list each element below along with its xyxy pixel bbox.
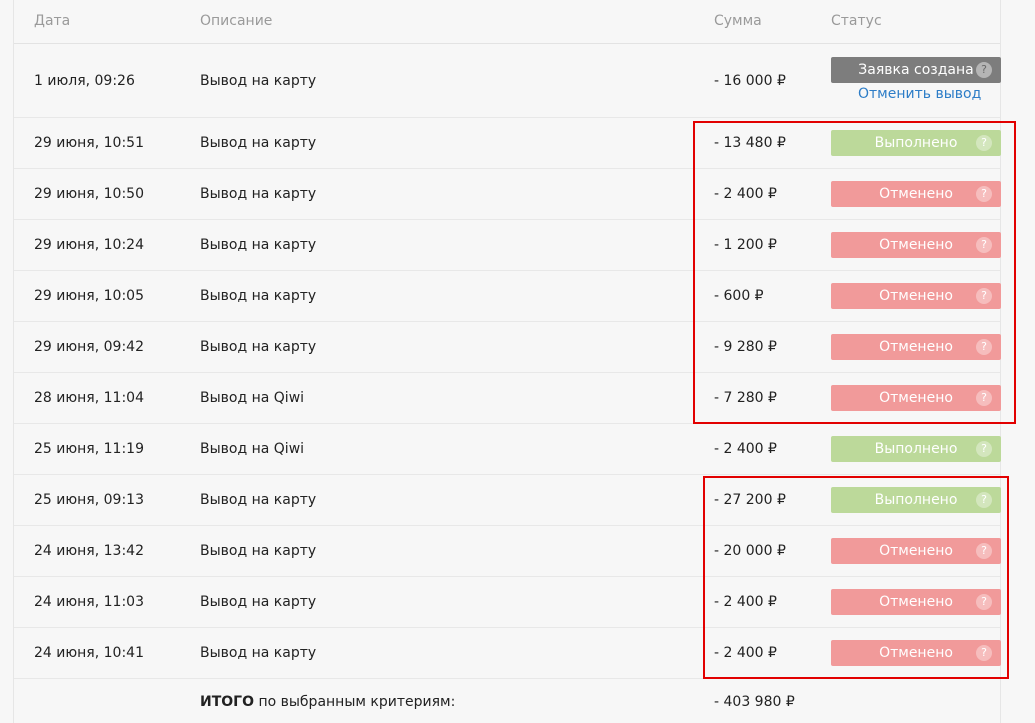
row-sum: - 1 200 ₽ (714, 237, 777, 253)
table-header: Дата Описание Сумма Статус (14, 0, 1000, 44)
help-icon[interactable]: ? (976, 492, 992, 508)
row-date: 25 июня, 11:19 (34, 441, 144, 457)
table-row: 24 июня, 11:03 Вывод на карту - 2 400 ₽ Отм… (14, 577, 1001, 628)
help-icon[interactable]: ? (976, 135, 992, 151)
table-row: 24 июня, 13:42 Вывод на карту - 20 000 ₽ От… (14, 526, 1001, 577)
status-label: Отменено (879, 543, 953, 559)
help-icon[interactable]: ? (976, 62, 992, 78)
row-date: 29 июня, 10:05 (34, 288, 144, 304)
cancel-withdrawal-link[interactable]: Отменить вывод (858, 86, 982, 102)
status-label: Отменено (879, 186, 953, 202)
row-description: Вывод на карту (200, 339, 317, 355)
status-badge: Отменено? (831, 385, 1001, 411)
table-row: 29 июня, 10:50 Вывод на карту - 2 400 ₽ Отм… (14, 169, 1001, 220)
status-badge: Отменено? (831, 334, 1001, 360)
row-date: 24 июня, 13:42 (34, 543, 144, 559)
row-sum: - 20 000 ₽ (714, 543, 786, 559)
status-label: Отменено (879, 594, 953, 610)
row-description: Вывод на карту (200, 237, 317, 253)
table-row: 29 июня, 10:51 Вывод на карту - 13 480 ₽ Вы… (14, 118, 1001, 169)
row-date: 25 июня, 09:13 (34, 492, 144, 508)
help-icon[interactable]: ? (976, 288, 992, 304)
status-badge: Отменено? (831, 640, 1001, 666)
status-label: Заявка создана (858, 62, 974, 78)
header-status: Статус (831, 13, 882, 29)
status-label: Выполнено (874, 492, 958, 508)
table-row: 29 июня, 10:05 Вывод на карту - 600 ₽ Отмен… (14, 271, 1001, 322)
row-sum: - 2 400 ₽ (714, 594, 777, 610)
row-date: 24 июня, 11:03 (34, 594, 144, 610)
status-label: Отменено (879, 645, 953, 661)
table-row: 1 июля, 09:26 Вывод на карту - 16 000 ₽ Зая… (14, 45, 1001, 118)
row-date: 29 июня, 10:24 (34, 237, 144, 253)
status-label: Выполнено (874, 441, 958, 457)
help-icon[interactable]: ? (976, 594, 992, 610)
help-icon[interactable]: ? (976, 543, 992, 559)
header-description: Описание (200, 13, 273, 29)
row-description: Вывод на карту (200, 492, 317, 508)
status-label: Отменено (879, 339, 953, 355)
row-description: Вывод на карту (200, 594, 317, 610)
help-icon[interactable]: ? (976, 339, 992, 355)
row-description: Вывод на карту (200, 288, 317, 304)
row-description: Вывод на карту (200, 186, 317, 202)
status-badge: Отменено? (831, 181, 1001, 207)
row-sum: - 7 280 ₽ (714, 390, 777, 406)
row-sum: - 27 200 ₽ (714, 492, 786, 508)
row-sum: - 16 000 ₽ (714, 73, 786, 89)
status-badge: Отменено? (831, 589, 1001, 615)
status-badge: Выполнено? (831, 130, 1001, 156)
row-description: Вывод на карту (200, 645, 317, 661)
row-description: Вывод на карту (200, 543, 317, 559)
help-icon[interactable]: ? (976, 237, 992, 253)
status-badge: Выполнено? (831, 487, 1001, 513)
help-icon[interactable]: ? (976, 645, 992, 661)
row-date: 29 июня, 10:50 (34, 186, 144, 202)
row-sum: - 13 480 ₽ (714, 135, 786, 151)
row-date: 24 июня, 10:41 (34, 645, 144, 661)
table-row: 24 июня, 10:41 Вывод на карту - 2 400 ₽ Отм… (14, 628, 1001, 679)
status-label: Выполнено (874, 135, 958, 151)
row-date: 29 июня, 10:51 (34, 135, 144, 151)
row-date: 28 июня, 11:04 (34, 390, 144, 406)
table-row: 29 июня, 10:24 Вывод на карту - 1 200 ₽ Отм… (14, 220, 1001, 271)
header-date: Дата (34, 13, 71, 29)
row-sum: - 2 400 ₽ (714, 441, 777, 457)
row-description: Вывод на Qiwi (200, 441, 305, 457)
status-badge: Отменено? (831, 232, 1001, 258)
status-label: Отменено (879, 288, 953, 304)
help-icon[interactable]: ? (976, 441, 992, 457)
total-label-rest: по выбранным критериям: (254, 694, 456, 710)
status-badge: Заявка создана? (831, 57, 1001, 83)
help-icon[interactable]: ? (976, 186, 992, 202)
row-description: Вывод на карту (200, 135, 317, 151)
total-sum: - 403 980 ₽ (714, 694, 795, 710)
status-badge: Отменено? (831, 538, 1001, 564)
status-label: Отменено (879, 390, 953, 406)
table-row: 25 июня, 11:19 Вывод на Qiwi - 2 400 ₽ Выпо… (14, 424, 1001, 475)
total-row: ИТОГО по выбранным критериям: - 403 980 … (14, 679, 1000, 723)
status-label: Отменено (879, 237, 953, 253)
transactions-table: Дата Описание Сумма Статус 1 июля, 09:26… (13, 0, 1001, 723)
table-row: 28 июня, 11:04 Вывод на Qiwi - 7 280 ₽ Отме… (14, 373, 1001, 424)
row-sum: - 2 400 ₽ (714, 645, 777, 661)
row-description: Вывод на карту (200, 73, 317, 89)
table-row: 29 июня, 09:42 Вывод на карту - 9 280 ₽ Отм… (14, 322, 1001, 373)
row-description: Вывод на Qiwi (200, 390, 305, 406)
row-date: 29 июня, 09:42 (34, 339, 144, 355)
total-label-bold: ИТОГО (200, 694, 254, 710)
row-sum: - 2 400 ₽ (714, 186, 777, 202)
total-label: ИТОГО по выбранным критериям: (200, 694, 455, 710)
status-badge: Выполнено? (831, 436, 1001, 462)
status-badge: Отменено? (831, 283, 1001, 309)
header-sum: Сумма (714, 13, 762, 29)
row-date: 1 июля, 09:26 (34, 73, 135, 89)
help-icon[interactable]: ? (976, 390, 992, 406)
row-sum: - 9 280 ₽ (714, 339, 777, 355)
row-sum: - 600 ₽ (714, 288, 764, 304)
table-row: 25 июня, 09:13 Вывод на карту - 27 200 ₽ Вы… (14, 475, 1001, 526)
